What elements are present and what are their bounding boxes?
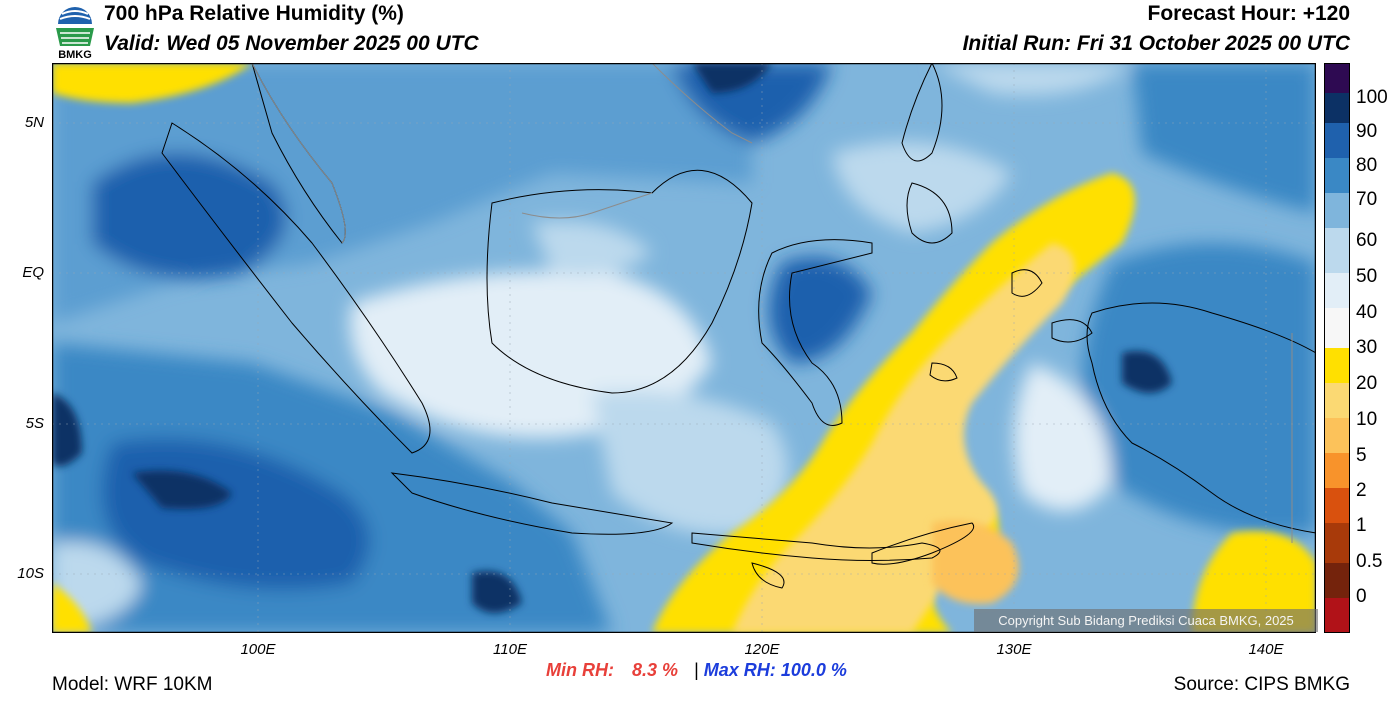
lat-label-5s: 5S: [25, 415, 44, 432]
colorbar-swatch: [1324, 488, 1350, 523]
initial-run: Initial Run: Fri 31 October 2025 00 UTC: [962, 32, 1350, 55]
legend-label-0-5: 0.5: [1356, 551, 1383, 572]
legend-label-20: 20: [1356, 373, 1378, 394]
legend-label-100: 100: [1356, 87, 1388, 108]
papua-outline: [1086, 302, 1316, 534]
map-svg: [51, 62, 1317, 634]
model-label: Model: WRF 10KM: [52, 674, 213, 695]
colorbar-swatch: [1324, 453, 1350, 488]
colorbar-swatch: [1324, 418, 1350, 453]
colorbar-swatch: [1324, 383, 1350, 418]
lon-label-110e: 110E: [493, 641, 527, 658]
sulawesi-outline: [758, 239, 873, 426]
lon-label-140e: 140E: [1248, 641, 1284, 658]
colorbar-swatch: [1324, 228, 1350, 273]
humidity-map: Copyright Sub Bidang Prediksi Cuaca BMKG…: [51, 62, 1318, 634]
legend-label-10: 10: [1356, 409, 1378, 430]
java-outline: [390, 472, 674, 535]
colorbar-swatch: [1324, 93, 1350, 123]
colorbar: [1324, 63, 1350, 638]
lat-label-5n: 5N: [24, 114, 44, 131]
bmkg-logo: BMKG: [52, 2, 98, 61]
colorbar-swatch: [1324, 273, 1350, 308]
legend-label-80: 80: [1356, 155, 1378, 176]
colorbar-swatch: [1324, 308, 1350, 348]
colorbar-swatch: [1324, 63, 1350, 93]
colorbar-swatch: [1324, 348, 1350, 383]
legend-label-30: 30: [1356, 337, 1378, 358]
lat-label-eq: EQ: [22, 264, 44, 281]
legend-label-0: 0: [1356, 586, 1367, 607]
lon-label-100e: 100E: [240, 641, 276, 658]
lon-label-130e: 130E: [996, 641, 1032, 658]
max-rh-label: Max RH:: [703, 660, 776, 680]
lat-label-10s: 10S: [17, 565, 44, 582]
legend-label-90: 90: [1356, 121, 1378, 142]
forecast-hour: Forecast Hour: +120: [1147, 2, 1351, 25]
legend-label-1: 1: [1356, 515, 1367, 536]
colorbar-swatch: [1324, 158, 1350, 193]
valid-time: Valid: Wed 05 November 2025 00 UTC: [104, 32, 479, 55]
colorbar-swatch: [1324, 598, 1350, 633]
max-rh-value: 100.0 %: [780, 660, 847, 680]
colorbar-swatch: [1324, 563, 1350, 598]
min-rh-value: 8.3 %: [632, 660, 679, 680]
chart-title: 700 hPa Relative Humidity (%): [104, 2, 404, 25]
min-rh-label: Min RH:: [546, 660, 614, 680]
colorbar-swatch: [1324, 193, 1350, 228]
legend-label-70: 70: [1356, 189, 1378, 210]
legend-label-60: 60: [1356, 230, 1378, 251]
colorbar-swatch: [1324, 523, 1350, 563]
copyright-notice: Copyright Sub Bidang Prediksi Cuaca BMKG…: [974, 609, 1318, 632]
legend-label-50: 50: [1356, 266, 1378, 287]
colorbar-frame: [1324, 63, 1350, 633]
min-max-stats: Min RH: 8.3 % | Max RH: 100.0 %: [546, 660, 847, 681]
legend-label-40: 40: [1356, 302, 1378, 323]
sumatra-outline: [161, 122, 431, 454]
lon-label-120e: 120E: [744, 641, 780, 658]
logo-text: BMKG: [58, 49, 92, 60]
legend-label-5: 5: [1356, 445, 1367, 466]
colorbar-swatch: [1324, 123, 1350, 158]
legend-label-2: 2: [1356, 480, 1367, 501]
source-label: Source: CIPS BMKG: [1173, 674, 1350, 695]
min-max-separator: |: [694, 660, 699, 680]
